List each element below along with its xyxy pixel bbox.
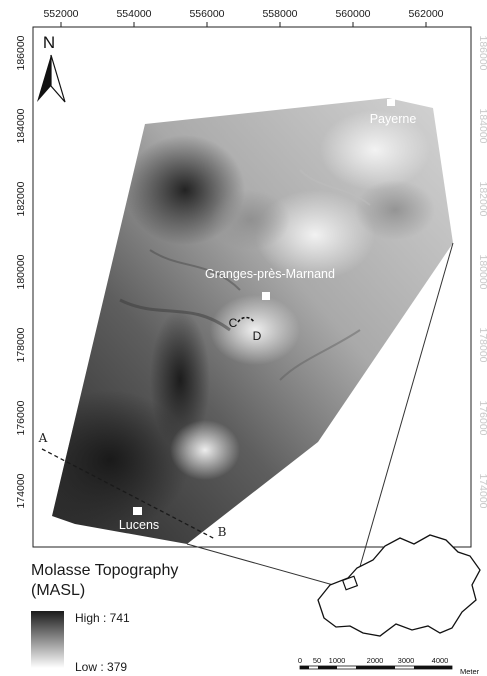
y-tick-label: 184000 (15, 108, 27, 143)
x-tick-label: 552000 (43, 8, 78, 20)
y-tick-label-right: 176000 (477, 400, 487, 435)
north-arrow-icon: N (37, 33, 66, 103)
scale-label: 1000 (329, 656, 346, 665)
scale-bar: 0 50 1000 2000 3000 4000 Meter (298, 656, 480, 676)
x-tick-label: 562000 (408, 8, 443, 20)
legend-title: Molasse Topography (MASL) (31, 561, 241, 601)
scale-label: 3000 (398, 656, 415, 665)
y-tick-label-right: 182000 (477, 181, 487, 216)
section-label-a: A (38, 431, 48, 445)
y-tick-label: 186000 (15, 35, 27, 70)
scale-label: 0 (298, 656, 302, 665)
y-tick-label: 180000 (15, 254, 27, 289)
y-tick-label-right: 184000 (477, 108, 487, 143)
scale-label: 2000 (367, 656, 384, 665)
y-tick-label-right: 186000 (477, 35, 487, 70)
section-label-b: B (218, 525, 227, 539)
y-axis-ticks: 186000 184000 182000 180000 178000 17600… (15, 35, 27, 508)
lucens-marker (133, 507, 142, 515)
legend-color-ramp (31, 611, 64, 668)
place-label-lucens: Lucens (119, 518, 159, 532)
section-label-d: D (253, 329, 262, 343)
x-tick-label: 554000 (116, 8, 151, 20)
x-tick-label: 560000 (335, 8, 370, 20)
inset-study-area (341, 575, 359, 591)
payerne-marker (387, 99, 395, 106)
inset-connector (354, 242, 454, 585)
granges-marker (262, 292, 270, 300)
y-tick-label: 176000 (15, 400, 27, 435)
switzerland-inset-map (317, 534, 481, 637)
scale-unit: Meter (460, 667, 480, 676)
section-line-cd (237, 316, 255, 323)
north-label: N (43, 33, 55, 52)
place-label-granges: Granges-près-Marnand (205, 267, 335, 281)
section-label-c: C (229, 316, 238, 330)
x-axis-ticks: 552000 554000 556000 558000 560000 56200… (43, 8, 444, 27)
legend-title-line2: (MASL) (31, 582, 86, 599)
inset-connector (186, 543, 345, 589)
x-tick-label: 556000 (189, 8, 224, 20)
x-tick-label: 558000 (262, 8, 297, 20)
y-tick-label: 174000 (15, 473, 27, 508)
scale-label: 50 (313, 656, 321, 665)
y-tick-label: 182000 (15, 181, 27, 216)
y-axis-ticks-right: 186000 184000 182000 180000 178000 17600… (477, 35, 487, 508)
y-tick-label-right: 180000 (477, 254, 487, 289)
scale-label: 4000 (432, 656, 449, 665)
y-tick-label: 178000 (15, 327, 27, 362)
y-tick-label-right: 174000 (477, 473, 487, 508)
section-line-ab (41, 448, 216, 540)
place-label-payerne: Payerne (370, 112, 417, 126)
legend-low-label: Low : 379 (75, 660, 128, 674)
y-tick-label-right: 178000 (477, 327, 487, 362)
legend-title-line1: Molasse Topography (31, 562, 179, 579)
legend-high-label: High : 741 (75, 611, 130, 625)
